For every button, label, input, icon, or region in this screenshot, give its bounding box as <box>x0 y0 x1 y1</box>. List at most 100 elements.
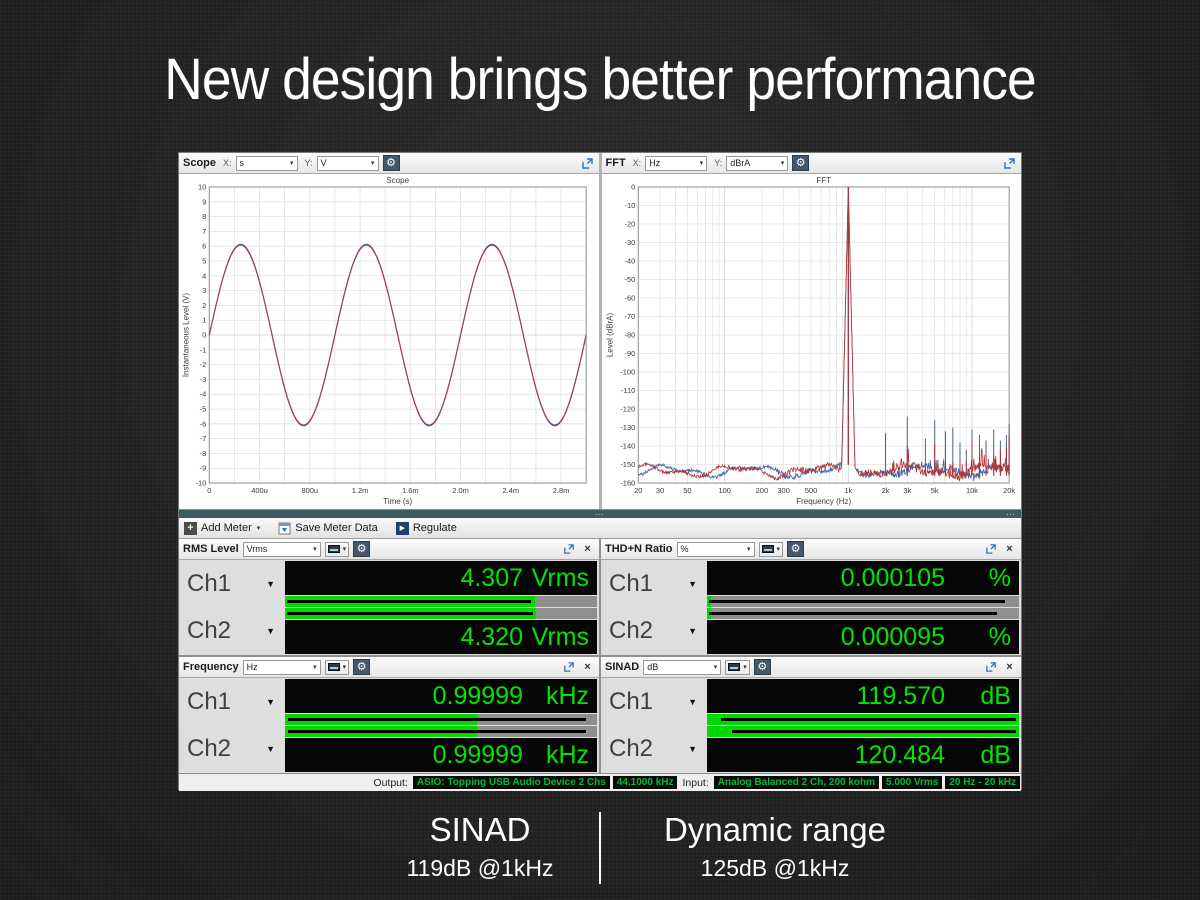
sinad-popout-button[interactable] <box>983 660 998 675</box>
svg-text:9: 9 <box>202 197 206 206</box>
svg-text:1k: 1k <box>844 486 852 495</box>
chevron-down-icon: ▾ <box>371 160 375 167</box>
svg-text:Instantaneous Level (V): Instantaneous Level (V) <box>181 293 190 378</box>
channel-label: Ch1 <box>609 570 654 597</box>
gear-icon: ⚙ <box>386 156 396 169</box>
frequency-ch1-row: Ch1 ▼ 0.99999 kHz <box>179 679 597 725</box>
svg-text:-1: -1 <box>200 345 207 354</box>
regulate-label: Regulate <box>412 522 457 534</box>
rms-ch2-selector[interactable]: Ch2 ▼ <box>179 608 285 654</box>
rms-ch2-bar <box>285 608 597 619</box>
sample-rate-badge: 44.1000 kHz <box>612 776 678 789</box>
chart-row: Scope X: s ▾ Y: V ▾ ⚙ <box>179 153 1021 510</box>
meter-value: 4.320 <box>460 622 523 651</box>
sinad-close-button[interactable]: × <box>1002 660 1017 675</box>
fft-x-unit-dropdown[interactable]: Hz ▾ <box>645 155 708 171</box>
rms-level-meter: RMS Level Vrms ▾ ▾ ⚙ × <box>179 539 599 655</box>
thdn-ch2-bar <box>707 608 1019 619</box>
expand-icon <box>581 157 593 169</box>
regulate-button[interactable]: ▶ Regulate <box>395 521 457 535</box>
svg-text:-30: -30 <box>624 238 635 247</box>
sinad-meter-body: Ch1 ▼ 119.570 dB Ch2 ▼ <box>601 678 1021 773</box>
channel-label: Ch1 <box>609 688 654 715</box>
input-range-badge: 5.000 Vrms <box>882 776 943 789</box>
fft-panel-header: FFT X: Hz ▾ Y: dBrA ▾ ⚙ <box>601 153 1021 174</box>
frequency-meter-style-button[interactable]: ▾ <box>324 659 350 675</box>
slide-title: New design brings better performance <box>164 47 1036 112</box>
dynamic-range-stat-value: 125dB @1kHz <box>700 855 850 881</box>
svg-text:-60: -60 <box>624 294 635 303</box>
svg-text:2.4m: 2.4m <box>502 486 519 495</box>
frequency-ch2-selector[interactable]: Ch2 ▼ <box>179 726 285 772</box>
svg-text:-5: -5 <box>200 405 207 414</box>
sinad-ch1-display: 119.570 dB <box>707 679 1019 713</box>
rms-meter-style-button[interactable]: ▾ <box>324 541 350 557</box>
svg-text:1.6m: 1.6m <box>402 486 419 495</box>
scope-settings-button[interactable]: ⚙ <box>382 155 400 171</box>
thdn-meter-title: THD+N Ratio <box>605 543 673 555</box>
svg-text:-6: -6 <box>200 419 207 428</box>
save-meter-data-button[interactable]: Save Meter Data <box>278 522 378 535</box>
thdn-close-button[interactable]: × <box>1002 542 1017 557</box>
thdn-settings-button[interactable]: ⚙ <box>787 541 805 557</box>
scope-popout-button[interactable] <box>580 156 595 171</box>
frequency-meter: Frequency Hz ▾ ▾ ⚙ × <box>179 657 599 773</box>
scope-x-unit-value: s <box>239 158 245 168</box>
chevron-down-icon: ▾ <box>747 546 751 553</box>
frequency-unit-dropdown[interactable]: Hz ▾ <box>242 659 321 675</box>
frequency-meter-body: Ch1 ▼ 0.99999 kHz Ch2 ▼ <box>179 678 599 773</box>
play-icon: ▶ <box>395 521 409 535</box>
frequency-close-button[interactable]: × <box>580 660 595 675</box>
frequency-settings-button[interactable]: ⚙ <box>353 659 371 675</box>
meter-unit: dB <box>980 681 1011 710</box>
rms-popout-button[interactable] <box>561 542 576 557</box>
sinad-meter-style-button[interactable]: ▾ <box>725 659 750 675</box>
chevron-down-icon: ▾ <box>256 525 261 532</box>
frequency-meter-header: Frequency Hz ▾ ▾ ⚙ × <box>179 657 599 678</box>
dynamic-range-stat: Dynamic range 125dB @1kHz <box>640 811 910 882</box>
status-bar: Output: ASIO: Topping USB Audio Device 2… <box>179 774 1021 791</box>
frequency-ch1-selector[interactable]: Ch1 ▼ <box>179 679 285 725</box>
rms-ch1-selector[interactable]: Ch1 ▼ <box>179 561 285 607</box>
add-meter-button[interactable]: + Add Meter ▾ <box>184 521 261 535</box>
rms-meter-body: Ch1 ▼ 4.307 Vrms Ch2 ▼ <box>179 560 599 655</box>
fft-y-unit-dropdown[interactable]: dBrA ▾ <box>726 155 789 171</box>
thdn-unit-dropdown[interactable]: % ▾ <box>676 541 755 557</box>
meter-value: 119.570 <box>856 681 945 710</box>
splitter-handle[interactable]: ⋯ ⋯ <box>179 510 1021 519</box>
thdn-ch2-selector[interactable]: Ch2 ▼ <box>601 608 707 654</box>
sinad-ch1-selector[interactable]: Ch1 ▼ <box>601 679 707 725</box>
fft-settings-button[interactable]: ⚙ <box>792 155 810 171</box>
meter-toolbar: + Add Meter ▾ Save Meter Data ▶ Regulate <box>179 518 1021 539</box>
sinad-settings-button[interactable]: ⚙ <box>753 659 771 675</box>
close-icon: × <box>584 543 591 555</box>
scope-x-unit-dropdown[interactable]: s ▾ <box>235 155 298 171</box>
thdn-ch1-selector[interactable]: Ch1 ▼ <box>601 561 707 607</box>
meter-value: 120.484 <box>854 740 945 769</box>
rms-settings-button[interactable]: ⚙ <box>353 541 371 557</box>
sinad-unit-dropdown[interactable]: dB ▾ <box>643 659 722 675</box>
fft-popout-button[interactable] <box>1002 156 1017 171</box>
meter-value: 0.000105 <box>840 563 945 592</box>
scope-y-unit-dropdown[interactable]: V ▾ <box>316 155 379 171</box>
frequency-ch2-row: Ch2 ▼ 0.99999 kHz <box>179 726 597 772</box>
channel-label: Ch1 <box>187 570 232 597</box>
svg-text:-70: -70 <box>624 312 635 321</box>
meter-unit: dB <box>980 740 1011 769</box>
svg-text:2k: 2k <box>881 486 889 495</box>
svg-text:20: 20 <box>634 486 642 495</box>
rms-close-button[interactable]: × <box>580 542 595 557</box>
svg-text:4: 4 <box>202 271 206 280</box>
expand-icon <box>563 662 574 672</box>
thdn-meter-style-button[interactable]: ▾ <box>758 541 784 557</box>
sinad-ch2-selector[interactable]: Ch2 ▼ <box>601 726 707 772</box>
channel-dropdown-icon: ▼ <box>266 626 275 636</box>
chevron-down-icon: ▾ <box>743 664 747 671</box>
frequency-popout-button[interactable] <box>561 660 576 675</box>
thdn-ch2-display: 0.000095 % <box>707 620 1019 654</box>
close-icon: × <box>584 661 591 673</box>
rms-unit-dropdown[interactable]: Vrms ▾ <box>242 541 321 557</box>
channel-label: Ch2 <box>187 735 232 762</box>
svg-text:6: 6 <box>202 242 206 251</box>
thdn-popout-button[interactable] <box>983 542 998 557</box>
